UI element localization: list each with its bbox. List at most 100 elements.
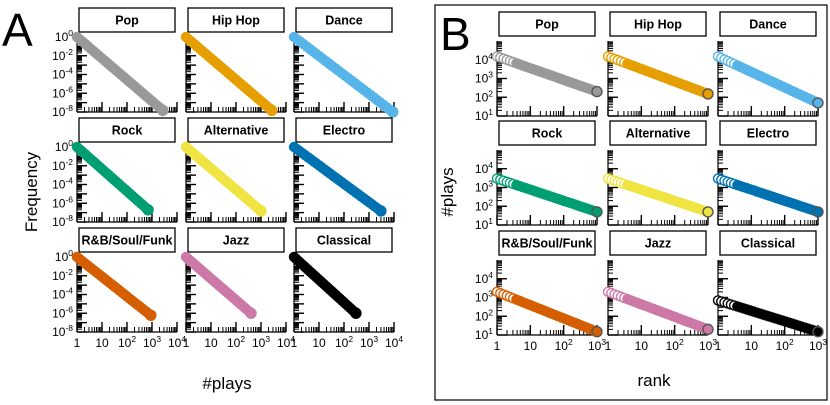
panel-a-x-tick-label: 103 — [360, 334, 378, 350]
panel-a-x-tick-label: 102 — [118, 334, 136, 350]
panel-b-point-dance — [812, 97, 824, 109]
panel-a-y-tick-label: 100 — [55, 28, 73, 44]
panel-b-point-rock — [591, 206, 603, 218]
panel-a-facet-pop: Pop 100 10-2 10-4 10-6 10-8 — [52, 7, 178, 119]
panel-b-frame — [434, 4, 828, 401]
panel-b-point-pop — [591, 85, 603, 98]
panel-b-y-tick-label: 102 — [475, 307, 493, 323]
panel-a-x-tick-label: 1 — [291, 336, 298, 350]
panel-a-x-tick-label: 1 — [183, 336, 190, 350]
panel-a-point-classical — [350, 307, 362, 319]
panel-a-strip-pop — [78, 7, 176, 33]
panel-a-facet-jazz: Jazz 1 10 102 103 104 — [180, 227, 295, 350]
panel-b-facet-jazz: Jazz 1 10 102 103 — [602, 230, 717, 353]
panel-b-strip-label-classical: Classical — [741, 237, 795, 251]
panel-b-facet-rock: Rock 101 102 103 104 — [475, 120, 603, 232]
panel-a-point-hip-hop — [266, 104, 278, 117]
panel-a-point-rock — [142, 204, 154, 216]
panel-a-y-tick-label: 100 — [55, 138, 73, 154]
panel-a-strip-classical — [295, 227, 393, 253]
panel-b-x-tick-label: 1 — [715, 339, 722, 353]
panel-b-x-tick-label: 10 — [635, 339, 649, 353]
panel-a-y-tick-label: 10-8 — [52, 213, 73, 229]
panel-b-x-tick-label: 1 — [605, 339, 612, 353]
panel-a-point-pop — [157, 104, 169, 117]
panel-b-y-tick-label: 104 — [475, 51, 493, 67]
panel-b-x-tick-label: 1 — [494, 339, 501, 353]
panel-a-y-tick-label: 10-2 — [52, 157, 73, 173]
panel-b-y-tick-label: 103 — [475, 289, 493, 305]
panel-a-ylabel: Frequency — [22, 151, 41, 232]
panel-b-y-tick-label: 101 — [475, 326, 493, 342]
panel-a-point-electro — [375, 205, 387, 217]
panel-a-point-dance — [387, 106, 399, 118]
panel-b-letter: B — [440, 8, 471, 60]
panel-b-ylabel: #plays — [438, 167, 457, 216]
panel-b-strip-alternative — [609, 120, 707, 146]
panel-a-strip-rock — [78, 117, 176, 143]
panel-a-point-jazz — [245, 307, 257, 319]
panel-a-y-tick-label: 10-4 — [52, 176, 73, 192]
panel-b-strip-dance — [719, 11, 817, 37]
panel-a-facet-alternative: Alternative — [180, 117, 287, 223]
panel-b-facet-hip-hop: Hip Hop — [602, 11, 714, 117]
panel-b-strip-classical — [719, 230, 817, 256]
panel-a-strip-label-rock: Rock — [112, 124, 143, 138]
panel-b-y-tick-label: 101 — [475, 107, 493, 123]
panel-b-point-hip-hop — [702, 88, 714, 100]
panel-a-x-tick-label: 10 — [95, 336, 109, 350]
panel-b-x-tick-label: 102 — [666, 337, 684, 353]
panel-a-strip-hip-hop — [187, 7, 285, 33]
panel-b-facet-classical: Classical 1 10 102 103 — [712, 230, 827, 353]
panel-a-y-tick-label: 10-4 — [52, 286, 73, 302]
panel-a-x-tick-label: 1 — [74, 336, 81, 350]
panel-b-facet-electro: Electro — [712, 120, 824, 226]
panel-b-strip-pop — [498, 11, 596, 37]
panel-b-x-tick-label: 102 — [555, 337, 573, 353]
panel-a: A #plays Frequency Pop 100 10-2 10-4 10-6 10-… — [2, 4, 403, 393]
panel-b-facet-dance: Dance — [712, 11, 824, 117]
panel-b-strip-hip-hop — [609, 11, 707, 37]
panel-a-y-tick-label: 10-2 — [52, 267, 73, 283]
panel-a-facet-classical: Classical 1 10 102 103 104 — [288, 227, 403, 350]
panel-a-x-tick-label: 102 — [227, 334, 245, 350]
panel-b-point-alternative — [702, 206, 714, 218]
panel-a-facet-hip-hop: Hip Hop — [180, 7, 287, 117]
panel-b-x-tick-label: 102 — [776, 337, 794, 353]
panel-b-strip-jazz — [609, 230, 707, 256]
panel-b-x-tick-label: 103 — [699, 337, 717, 353]
panel-a-strip-label-classical: Classical — [317, 234, 371, 248]
panel-a-strip-label-dance: Dance — [325, 14, 363, 28]
panel-a-strip-label-r-b-soul-funk: R&B/Soul/Funk — [82, 234, 173, 248]
panel-b-strip-rock — [498, 120, 596, 146]
panel-a-facet-electro: Electro — [288, 117, 395, 223]
panel-a-point-alternative — [255, 205, 267, 217]
panel-b-xlabel: rank — [637, 371, 671, 390]
panel-b-x-tick-label: 103 — [588, 337, 606, 353]
panel-b-y-tick-label: 101 — [475, 216, 493, 232]
panel-a-x-tick-label: 104 — [277, 334, 295, 350]
panel-a-facet-r-b-soul-funk: R&B/Soul/Funk 1 10 102 103 104 100 10-2 10-4 10-6… — [52, 227, 186, 350]
panel-a-facets: Pop 100 10-2 10-4 10-6 10-8 Hip Hop Dance Rock 10… — [52, 7, 403, 350]
panel-a-y-tick-label: 10-8 — [52, 103, 73, 119]
panel-b-strip-label-r-b-soul-funk: R&B/Soul/Funk — [502, 237, 593, 251]
panel-a-strip-label-jazz: Jazz — [223, 234, 249, 248]
panel-a-strip-electro — [295, 117, 393, 143]
panel-a-strip-label-electro: Electro — [323, 124, 366, 138]
panel-a-x-tick-label: 104 — [168, 334, 186, 350]
panel-a-y-tick-label: 10-6 — [52, 194, 73, 210]
panel-b-x-tick-label: 103 — [809, 337, 827, 353]
panel-a-y-tick-label: 100 — [55, 248, 73, 264]
panel-b-strip-label-hip-hop: Hip Hop — [634, 18, 682, 32]
panel-b-strip-label-dance: Dance — [749, 18, 787, 32]
panel-a-y-tick-label: 10-2 — [52, 47, 73, 63]
panel-a-strip-dance — [295, 7, 393, 33]
panel-b-point-electro — [812, 206, 824, 218]
panel-a-strip-label-alternative: Alternative — [204, 124, 269, 138]
panel-a-letter: A — [2, 4, 33, 56]
panel-b-y-tick-label: 103 — [475, 70, 493, 86]
panel-a-y-tick-label: 10-6 — [52, 84, 73, 100]
panel-b-y-tick-label: 103 — [475, 179, 493, 195]
